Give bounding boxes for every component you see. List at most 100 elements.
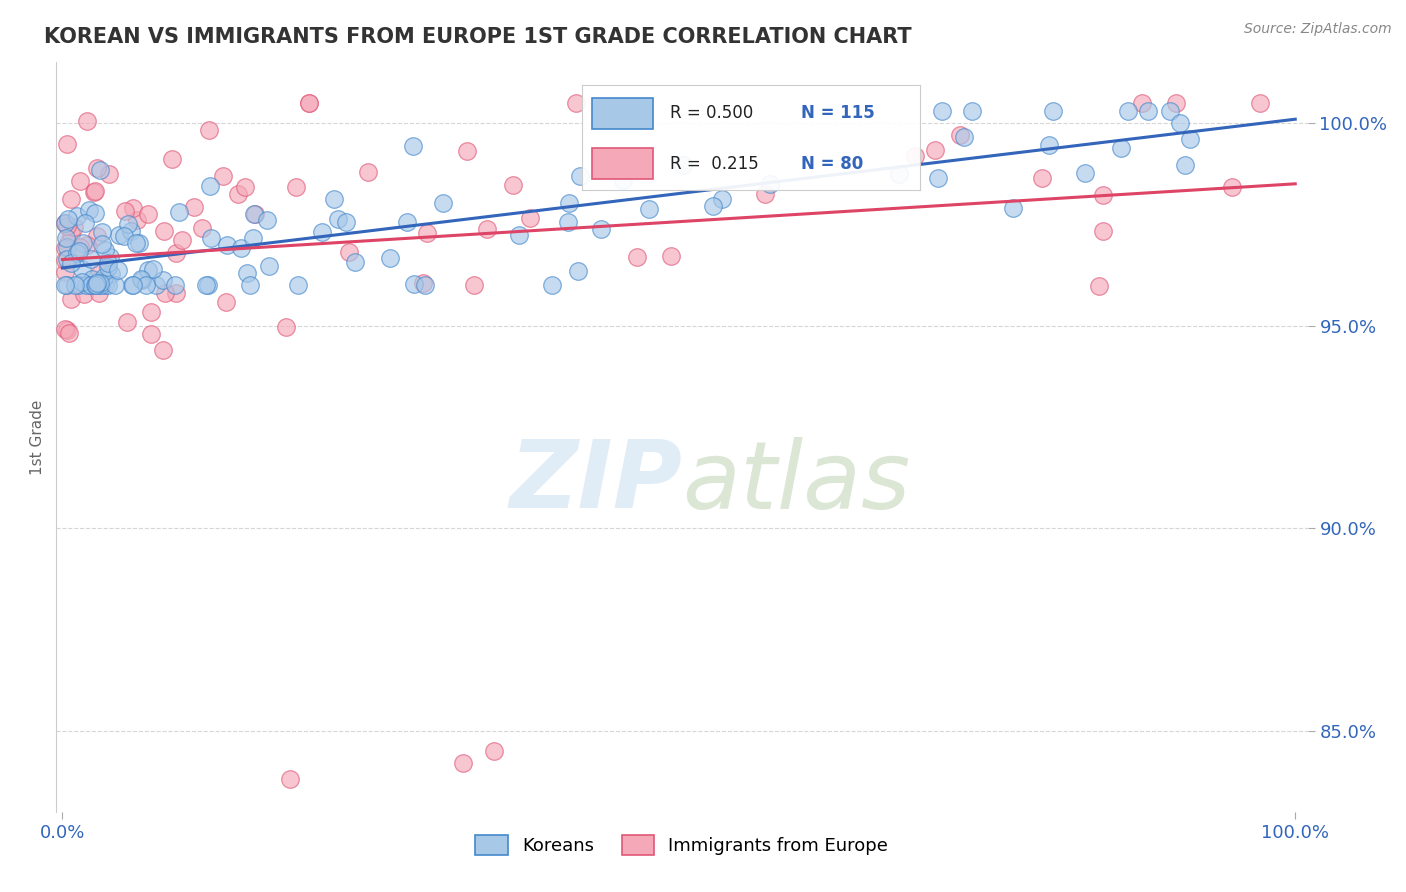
Point bbox=[80, 252, 103, 266]
Point bbox=[236, 266, 259, 280]
Point bbox=[1220, 180, 1243, 194]
Point bbox=[257, 259, 280, 273]
Point bbox=[1159, 103, 1181, 118]
Point bbox=[53, 253, 76, 268]
Point bbox=[242, 231, 264, 245]
Point bbox=[139, 305, 162, 319]
Point bbox=[239, 277, 262, 292]
Point bbox=[65, 209, 87, 223]
Point bbox=[163, 278, 186, 293]
Point bbox=[463, 277, 485, 292]
Point bbox=[233, 180, 256, 194]
Point bbox=[80, 272, 103, 286]
Point bbox=[100, 267, 122, 281]
Point bbox=[60, 256, 83, 270]
Point bbox=[482, 744, 505, 758]
Point bbox=[98, 250, 121, 264]
Point bbox=[274, 319, 297, 334]
Point bbox=[63, 220, 86, 235]
Point bbox=[612, 173, 634, 187]
Point bbox=[93, 269, 115, 284]
Point bbox=[1174, 158, 1197, 172]
Point bbox=[1136, 103, 1159, 118]
Point bbox=[165, 245, 187, 260]
Point bbox=[115, 315, 138, 329]
Point bbox=[508, 227, 530, 242]
Point bbox=[183, 200, 205, 214]
Point bbox=[67, 278, 90, 293]
Point bbox=[567, 264, 589, 278]
Point bbox=[659, 249, 682, 263]
Point bbox=[1130, 95, 1153, 110]
Point bbox=[167, 205, 190, 219]
Point bbox=[53, 264, 76, 278]
Point bbox=[191, 220, 214, 235]
Point bbox=[70, 262, 93, 277]
Point bbox=[215, 294, 238, 309]
Point bbox=[108, 227, 131, 242]
Point bbox=[298, 95, 321, 110]
Point bbox=[904, 148, 927, 162]
Point bbox=[152, 343, 174, 358]
Legend: Koreans, Immigrants from Europe: Koreans, Immigrants from Europe bbox=[468, 828, 896, 863]
Point bbox=[243, 207, 266, 221]
Point bbox=[86, 276, 108, 290]
Point bbox=[1088, 278, 1111, 293]
Point bbox=[758, 177, 780, 191]
Point bbox=[107, 262, 129, 277]
Point bbox=[626, 250, 648, 264]
Point bbox=[97, 255, 120, 269]
Point bbox=[212, 169, 235, 183]
Point bbox=[256, 213, 278, 227]
Point bbox=[128, 236, 150, 251]
Point bbox=[112, 228, 135, 243]
Point bbox=[160, 152, 183, 166]
Point bbox=[69, 173, 91, 187]
Point bbox=[565, 95, 588, 110]
Point bbox=[73, 286, 96, 301]
Point bbox=[1092, 224, 1115, 238]
Point bbox=[960, 103, 983, 118]
Point bbox=[67, 244, 90, 258]
Point bbox=[122, 278, 145, 293]
Point bbox=[1178, 132, 1201, 146]
Point bbox=[79, 278, 101, 293]
Point bbox=[165, 286, 187, 301]
Point bbox=[97, 278, 120, 293]
Point bbox=[194, 278, 217, 293]
Point bbox=[76, 114, 98, 128]
Point bbox=[344, 255, 367, 269]
Point bbox=[1092, 188, 1115, 202]
Point bbox=[86, 161, 108, 176]
Point bbox=[58, 211, 80, 226]
Point bbox=[557, 215, 579, 229]
Point bbox=[231, 241, 253, 255]
Point bbox=[637, 202, 659, 216]
Point bbox=[94, 244, 117, 258]
Point bbox=[754, 186, 776, 201]
Point bbox=[924, 143, 946, 157]
Point bbox=[91, 225, 114, 239]
Point bbox=[84, 278, 107, 293]
Point bbox=[86, 229, 108, 244]
Point bbox=[53, 278, 76, 293]
Point bbox=[1001, 201, 1024, 215]
Point bbox=[402, 277, 425, 291]
Point bbox=[139, 326, 162, 341]
Point bbox=[200, 230, 222, 244]
Point bbox=[56, 136, 79, 151]
Point bbox=[170, 233, 193, 247]
Point bbox=[145, 278, 167, 293]
Point bbox=[243, 207, 266, 221]
Point bbox=[56, 240, 79, 254]
Point bbox=[226, 186, 249, 201]
Point bbox=[540, 278, 562, 293]
Point bbox=[402, 139, 425, 153]
Point bbox=[197, 122, 219, 136]
Point bbox=[117, 217, 139, 231]
Point bbox=[120, 224, 142, 238]
Point bbox=[60, 293, 83, 307]
Point bbox=[135, 278, 157, 293]
Point bbox=[80, 278, 103, 293]
Point bbox=[72, 276, 94, 290]
